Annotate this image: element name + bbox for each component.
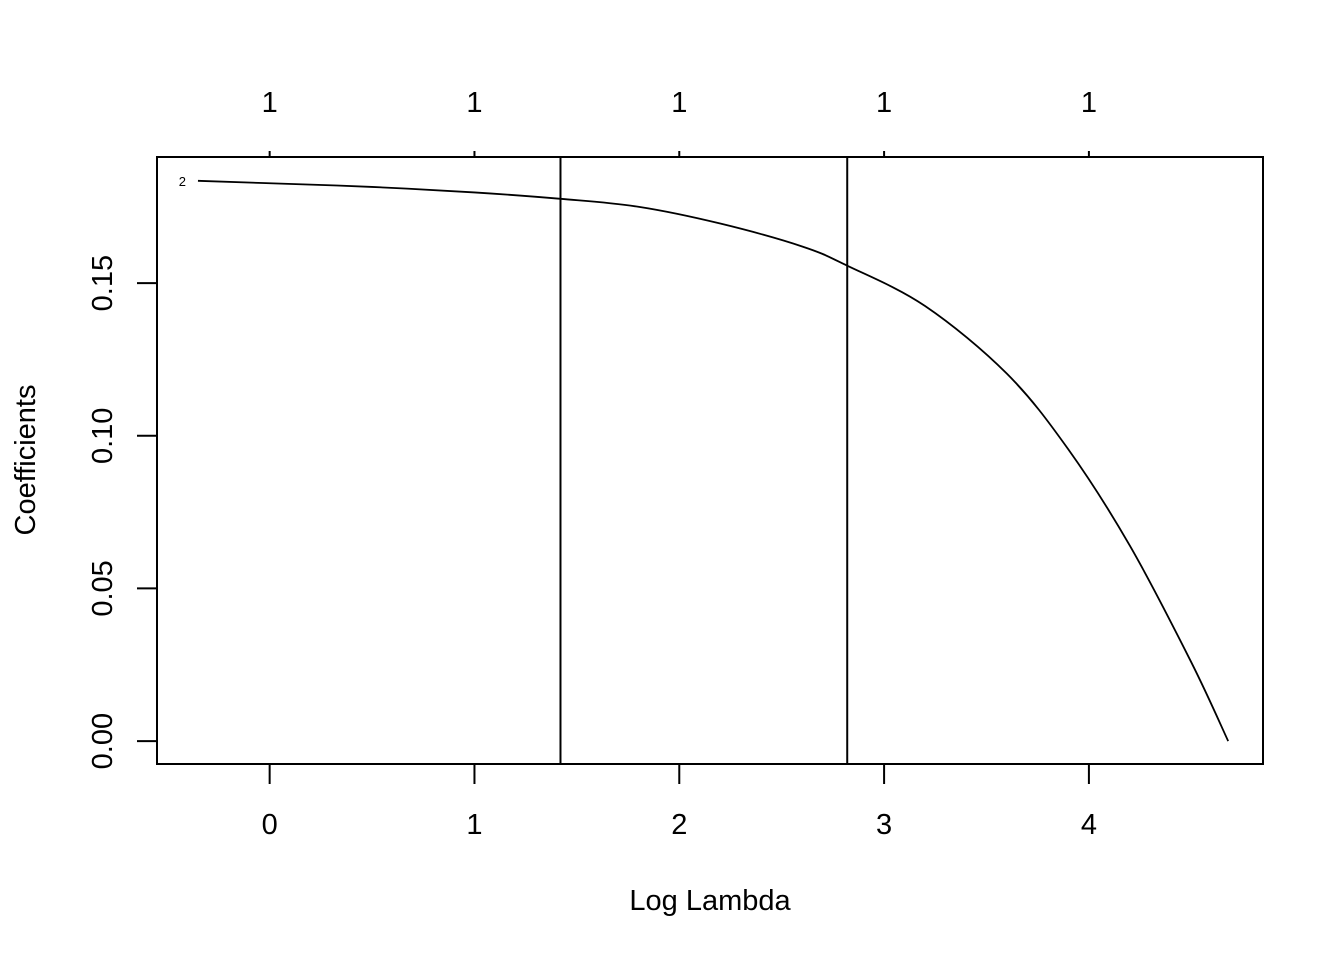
top-tick-label-3: 1	[876, 87, 892, 119]
top-tick-label-1: 1	[466, 87, 482, 119]
x-tick-label-4: 4	[1081, 809, 1097, 841]
x-tick-label-1: 1	[466, 809, 482, 841]
vertical-lines	[559, 157, 849, 764]
top-tick-label-2: 1	[671, 87, 687, 119]
x-tick-label-3: 3	[876, 809, 892, 841]
x-tick-label-0: 0	[262, 809, 278, 841]
top-tick-label-0: 1	[262, 87, 278, 119]
plot-frame	[156, 156, 1264, 765]
y-tick-label-1: 0.05	[87, 560, 119, 616]
x-tick-label-2: 2	[671, 809, 687, 841]
coefficient-path-label: 2	[179, 174, 186, 189]
y-tick-label-2: 0.10	[87, 408, 119, 464]
coefficient-path-line	[197, 179, 1229, 742]
y-axis-title: Coefficients	[10, 385, 42, 536]
x-axis-bottom: 0 1 2 3 4	[262, 764, 1097, 841]
y-axis: 0.00 0.05 0.10 0.15	[87, 255, 157, 769]
x-axis-top: 1 1 1 1 1	[262, 87, 1097, 157]
top-tick-label-4: 1	[1081, 87, 1097, 119]
x-axis-title: Log Lambda	[629, 885, 791, 917]
y-tick-label-0: 0.00	[87, 713, 119, 769]
y-tick-label-3: 0.15	[87, 255, 119, 311]
